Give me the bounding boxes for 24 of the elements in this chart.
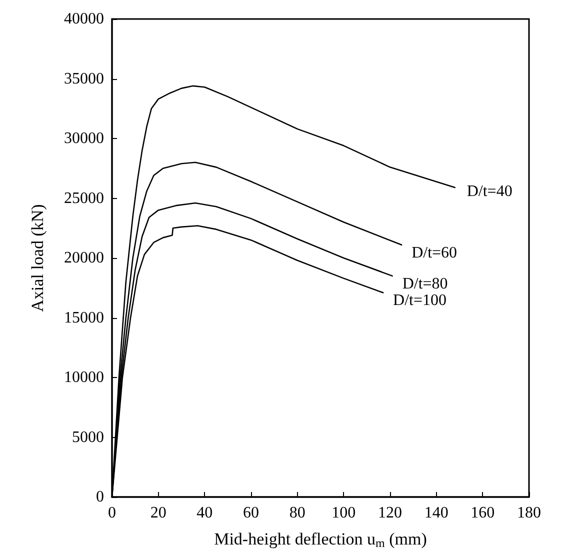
series-label: D/t=40 <box>466 182 512 200</box>
x-tick-label: 140 <box>424 504 448 522</box>
series-label: D/t=80 <box>402 275 448 292</box>
y-tick-label: 10000 <box>64 369 104 386</box>
y-tick-label: 5000 <box>72 428 104 446</box>
y-tick-label: 15000 <box>64 309 104 326</box>
x-tick-label: 100 <box>332 504 356 522</box>
x-tick-label: 0 <box>108 504 116 522</box>
y-tick-label: 40000 <box>64 10 104 28</box>
x-tick-label: 180 <box>517 504 541 522</box>
series-label: D/t=60 <box>412 244 458 262</box>
x-tick-label: 160 <box>470 504 495 522</box>
y-tick-label: 30000 <box>64 130 104 147</box>
y-axis-title: Axial load (kN) <box>28 204 47 312</box>
x-tick-label: 80 <box>289 504 306 522</box>
y-tick-label: 35000 <box>64 70 104 88</box>
x-tick-label: 60 <box>243 504 259 522</box>
x-tick-label: 20 <box>150 504 166 522</box>
x-tick-label: 120 <box>378 504 402 522</box>
y-tick-label: 0 <box>96 488 104 506</box>
x-tick-label: 40 <box>196 504 213 522</box>
series-label: D/t=100 <box>393 292 447 310</box>
y-tick-label: 20000 <box>64 250 104 266</box>
y-tick-label: 25000 <box>64 190 104 207</box>
